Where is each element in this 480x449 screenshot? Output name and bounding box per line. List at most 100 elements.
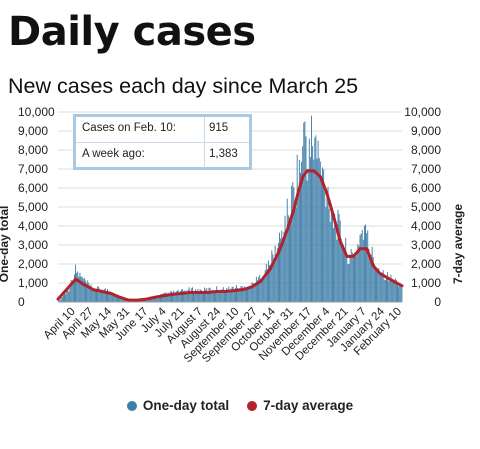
- bar: [319, 161, 321, 302]
- bar: [262, 278, 264, 302]
- bar: [89, 285, 91, 302]
- bar: [205, 289, 207, 302]
- bar: [185, 290, 187, 302]
- bar: [199, 289, 201, 302]
- bar: [303, 122, 305, 302]
- bar: [65, 294, 67, 302]
- bar: [252, 283, 254, 302]
- bar: [214, 290, 215, 302]
- bar: [91, 287, 93, 302]
- bar: [401, 285, 403, 302]
- bar: [232, 286, 234, 302]
- bar: [305, 136, 307, 302]
- bar: [254, 283, 256, 302]
- bar: [76, 272, 78, 302]
- bar: [333, 228, 335, 302]
- y-tick-label-right: 9,000: [411, 124, 441, 138]
- bar: [391, 279, 393, 302]
- bar: [202, 291, 204, 302]
- bar: [119, 296, 121, 302]
- bar: [331, 216, 333, 302]
- bar: [152, 296, 154, 302]
- bar: [154, 296, 156, 302]
- bar: [201, 291, 203, 302]
- summary-label: Cases on Feb. 10:: [82, 122, 176, 134]
- bar: [351, 252, 353, 302]
- bar: [161, 293, 163, 302]
- bar: [269, 265, 271, 302]
- bar: [245, 288, 247, 302]
- bar: [116, 294, 118, 302]
- bar: [349, 256, 351, 302]
- bar: [99, 288, 101, 302]
- y-tick-label-left: 7,000: [18, 162, 48, 176]
- bar: [244, 290, 246, 302]
- bar: [325, 207, 327, 302]
- y-tick-label-right: 3,000: [411, 238, 441, 252]
- y-tick-label-left: 0: [18, 295, 25, 309]
- y-tick-label-right: 6,000: [411, 181, 441, 195]
- bar: [247, 288, 249, 302]
- bar: [288, 217, 290, 302]
- bar: [182, 289, 183, 302]
- bar: [386, 277, 387, 302]
- bar: [387, 272, 389, 302]
- bar: [355, 256, 357, 302]
- bar: [72, 280, 74, 302]
- bar: [316, 158, 318, 302]
- bar: [399, 283, 401, 302]
- bar: [381, 272, 383, 302]
- bar: [226, 288, 228, 302]
- bar: [392, 279, 394, 302]
- bar: [354, 252, 355, 302]
- bar: [271, 250, 273, 302]
- bar: [94, 291, 96, 302]
- bar: [359, 235, 361, 302]
- bar: [309, 156, 311, 302]
- bar: [230, 288, 232, 302]
- bar: [373, 263, 375, 302]
- bar: [165, 292, 167, 302]
- bar: [66, 290, 68, 302]
- bar: [167, 292, 169, 302]
- bar: [190, 288, 192, 302]
- bar: [215, 290, 217, 302]
- bar: [273, 258, 275, 302]
- bar: [212, 290, 214, 302]
- bar: [367, 230, 369, 302]
- bar: [88, 282, 90, 302]
- bar: [206, 288, 208, 302]
- bar: [328, 208, 330, 302]
- bar: [292, 182, 294, 302]
- y-tick-label-right: 1,000: [411, 276, 441, 290]
- bar: [388, 281, 390, 302]
- bar: [356, 255, 358, 302]
- bar: [268, 260, 269, 302]
- bar: [250, 286, 252, 302]
- bar: [365, 224, 366, 302]
- bar: [155, 297, 157, 302]
- bar: [258, 277, 260, 302]
- bar: [338, 213, 340, 302]
- bar: [276, 248, 278, 302]
- bar: [384, 280, 386, 302]
- y-tick-label-left: 8,000: [18, 143, 48, 157]
- bar: [358, 246, 360, 302]
- bar: [397, 284, 398, 302]
- summary-box: Cases on Feb. 10: 915 A week ago: 1,383: [73, 114, 252, 170]
- bar: [239, 288, 241, 302]
- bar: [291, 185, 293, 302]
- bar: [343, 245, 344, 302]
- y-tick-label-right: 8,000: [411, 143, 441, 157]
- bar: [243, 286, 245, 302]
- bar: [193, 292, 194, 302]
- bar: [311, 115, 312, 302]
- bar: [231, 286, 233, 302]
- bar: [296, 154, 298, 302]
- bar: [294, 200, 296, 302]
- bar: [369, 253, 371, 302]
- bar: [229, 291, 231, 302]
- y-tick-label-left: 5,000: [18, 200, 48, 214]
- bar: [300, 172, 301, 302]
- bar: [233, 290, 235, 302]
